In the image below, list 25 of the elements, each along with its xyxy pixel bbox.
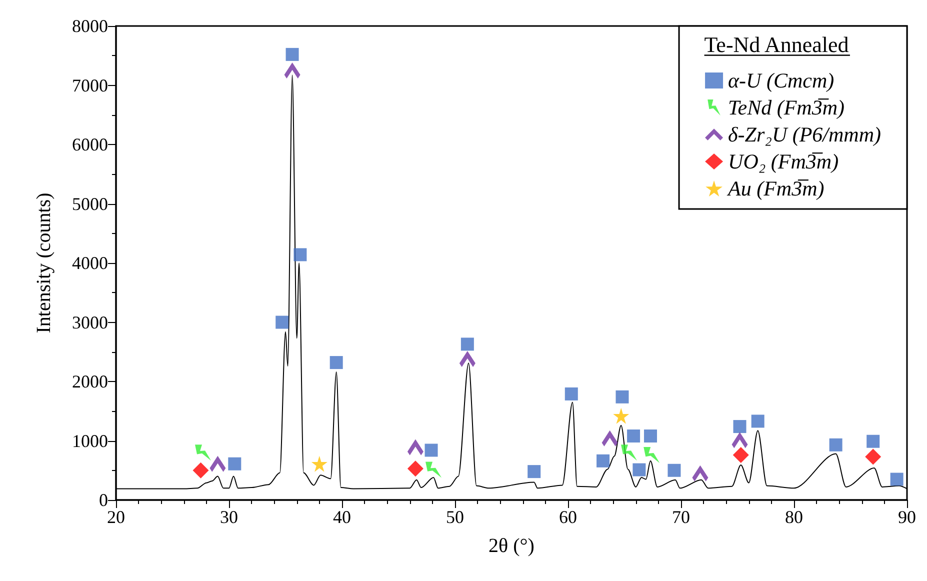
- x-tick-label: 70: [672, 507, 690, 527]
- x-tick-label: 90: [898, 507, 916, 527]
- y-tick-label: 2000: [72, 372, 108, 392]
- y-tick-label: 3000: [72, 312, 108, 332]
- x-tick-label: 40: [333, 507, 351, 527]
- x-axis-title: 2θ (°): [488, 535, 534, 557]
- y-tick-label: 4000: [72, 253, 108, 273]
- y-tick-label: 1000: [72, 430, 108, 451]
- y-tick-label: 6000: [72, 134, 108, 154]
- y-tick-label: 0: [99, 490, 108, 510]
- legend-label: δ-Zr₂U (P6/mmm): [728, 122, 882, 146]
- legend-label: UO₂ (Fm3̅m): [728, 150, 839, 174]
- legend-title: Te-Nd Annealed: [704, 32, 849, 57]
- legend-label: TeNd (Fm3̅m): [728, 96, 845, 120]
- x-tick-label: 20: [107, 507, 125, 527]
- y-axis-title: Intensity (counts): [33, 192, 55, 334]
- x-tick-label: 80: [785, 507, 803, 527]
- x-tick-label: 50: [446, 507, 464, 527]
- y-tick-label: 5000: [72, 194, 108, 214]
- legend-label: Au (Fm3̅m): [726, 176, 824, 200]
- legend-label: α-U (Cmcm): [728, 68, 834, 92]
- x-tick-label: 30: [220, 507, 238, 527]
- y-tick-label: 7000: [72, 75, 108, 96]
- y-tick-label: 8000: [72, 16, 108, 36]
- x-tick-label: 60: [559, 507, 577, 527]
